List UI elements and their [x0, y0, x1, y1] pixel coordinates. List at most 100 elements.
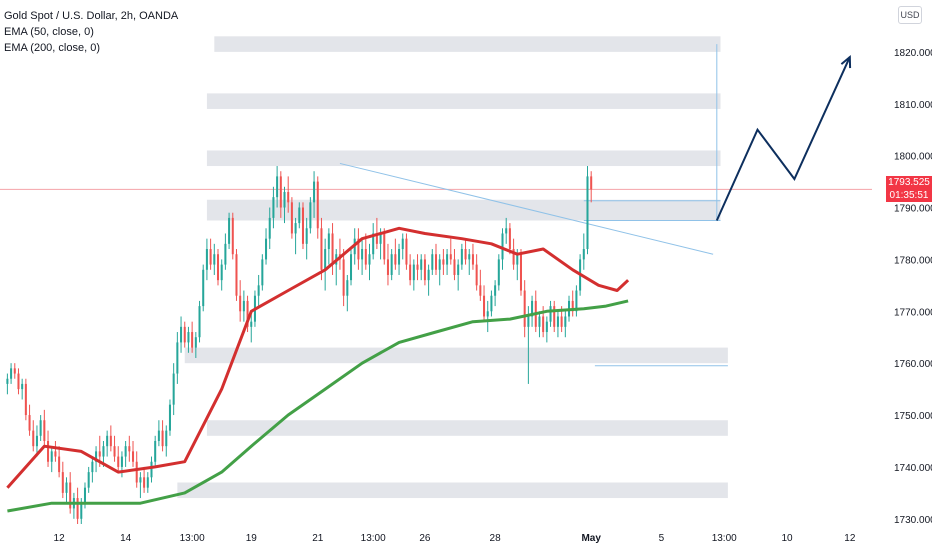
candle-body [468, 254, 471, 260]
candle-body [519, 254, 522, 291]
candle-body [553, 306, 556, 327]
candle-body [132, 451, 135, 462]
zone-rect [184, 347, 728, 364]
candle-body [154, 440, 157, 462]
time-tick-label: 12 [844, 533, 856, 544]
candle-body [420, 259, 423, 270]
candle-body [246, 300, 249, 327]
candle-body [449, 254, 452, 260]
projection-path [715, 56, 851, 221]
ema50-line [6, 226, 630, 489]
price-tick-label: 1810.000 [894, 100, 932, 111]
candle-body [453, 259, 456, 275]
price-tick-label: 1730.000 [894, 515, 932, 526]
candle-body [143, 477, 146, 488]
candle-body [309, 202, 312, 229]
legend-ema200[interactable]: EMA (200, close, 0) [4, 42, 100, 54]
candle-body [102, 446, 105, 457]
price-tick-label: 1780.000 [894, 255, 932, 266]
candle-body [69, 482, 72, 509]
candle-body [58, 456, 61, 473]
candle-body [213, 254, 216, 265]
candle-body [95, 451, 98, 462]
candle-body [106, 435, 109, 447]
time-axis: 12 14 13:00 19 21 13:00 26 28 May 5 13:00 10 12 [54, 533, 856, 544]
projection-arrowhead [840, 54, 852, 69]
candle-body [364, 249, 367, 265]
candle-body [438, 259, 441, 270]
candle-body [183, 326, 186, 343]
currency-button[interactable]: USD [898, 6, 922, 24]
candle-body [124, 446, 127, 457]
candle-body [471, 254, 474, 265]
candle-body [405, 238, 408, 265]
candle-body [43, 420, 46, 441]
candle-body [13, 368, 16, 374]
candle-body [168, 404, 171, 431]
candle-body [327, 233, 330, 250]
candle-body [161, 430, 164, 447]
candle-body [423, 259, 426, 281]
candle-body [261, 259, 264, 286]
candle-body [331, 233, 334, 265]
price-tick-label: 1760.000 [894, 359, 932, 370]
ema200-line [7, 299, 629, 513]
candle-body [294, 223, 297, 234]
candle-body [320, 228, 323, 270]
candle-body [497, 259, 500, 286]
candle-body [117, 456, 120, 467]
candle-body [172, 373, 175, 405]
candle-body [427, 269, 430, 281]
legend-ema50[interactable]: EMA (50, close, 0) [4, 26, 94, 38]
candle-body [324, 249, 327, 270]
candle-body [531, 300, 534, 317]
candle-body [571, 300, 574, 312]
candle-body [216, 254, 220, 281]
candle-body [490, 295, 493, 312]
candle-body [146, 477, 149, 488]
legend-symbol[interactable]: Gold Spot / U.S. Dollar, 2h, OANDA [4, 10, 179, 22]
price-axis: 1730.000 1740.000 1750.000 1760.000 1770.000… [894, 48, 932, 526]
time-tick-label: 12 [54, 533, 66, 544]
candle-body [10, 368, 13, 379]
candle-body [501, 233, 504, 260]
candle-body [379, 233, 382, 244]
candle-body [257, 285, 260, 296]
candle-body [549, 306, 552, 322]
candle-body [475, 264, 478, 286]
candle-body [135, 461, 138, 483]
time-tick-label: 13:00 [361, 533, 386, 544]
candle-body [47, 440, 50, 462]
candle-body [50, 451, 53, 462]
candle-body [194, 337, 197, 348]
candle-body [361, 249, 364, 260]
price-tick-label: 1790.000 [894, 204, 932, 215]
candle-body [235, 254, 238, 296]
candle-body [17, 373, 20, 390]
candle-body [87, 472, 90, 488]
candle-body [375, 233, 378, 244]
candle-body [434, 254, 438, 270]
candle-body [464, 249, 467, 260]
time-tick-label: May [581, 533, 601, 544]
candle-body [564, 316, 567, 327]
candle-body [350, 254, 353, 281]
candle-body [32, 430, 35, 447]
candle-body [390, 254, 393, 275]
candle-body [560, 316, 563, 327]
candle-body [542, 316, 545, 333]
candle-body [479, 285, 482, 296]
candle-body [313, 181, 316, 203]
candle-body [431, 254, 434, 270]
time-tick-label: 13:00 [180, 533, 205, 544]
candle-body [582, 249, 585, 260]
candle-body [305, 228, 308, 244]
legend: Gold Spot / U.S. Dollar, 2h, OANDA EMA (… [4, 8, 178, 56]
candle-body [394, 254, 397, 265]
candle-body [220, 264, 223, 281]
candle-body [527, 316, 530, 327]
candle-body [409, 264, 412, 281]
candle-body [279, 176, 282, 208]
